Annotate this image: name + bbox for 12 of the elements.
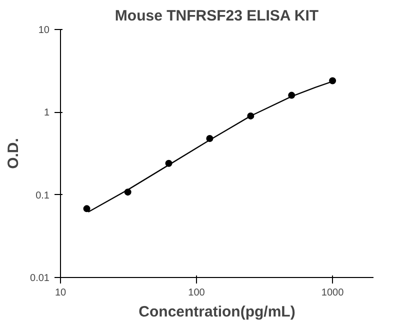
y-tick-label: 1 — [44, 108, 50, 119]
x-tick-label: 100 — [188, 288, 206, 298]
x-axis-title: Concentration(pg/mL) — [138, 304, 296, 320]
x-tick-label: 1000 — [321, 288, 344, 298]
y-tick-label: 0.1 — [36, 190, 50, 202]
point — [83, 205, 90, 212]
y-tick-label: 10 — [38, 25, 50, 36]
y-axis-title: O.D. — [5, 138, 22, 169]
y-tick-label: 0.01 — [30, 273, 50, 284]
x-tick-label: 10 — [54, 288, 66, 298]
chart-title: Mouse TNFRSF23 ELISA KIT — [114, 8, 319, 24]
point — [329, 77, 336, 84]
